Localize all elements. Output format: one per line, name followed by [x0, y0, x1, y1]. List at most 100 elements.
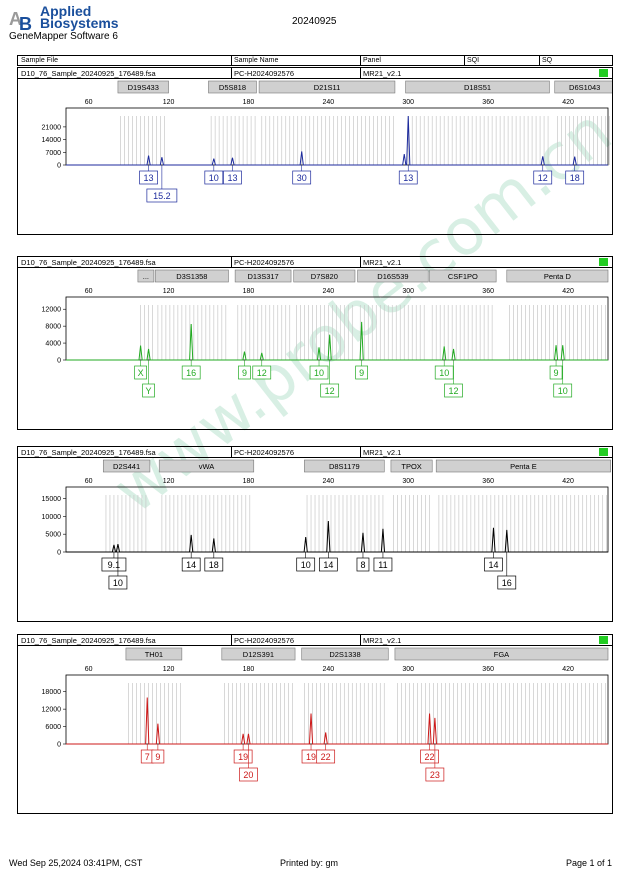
allele-call-label: 10 — [301, 560, 311, 570]
x-tick-label: 240 — [323, 288, 335, 295]
allele-call-box — [355, 365, 368, 380]
marker-FGA — [394, 647, 609, 661]
allele-call-box — [373, 557, 393, 572]
allele-call-box — [425, 767, 445, 782]
y-tick-label: 0 — [57, 358, 61, 365]
allele-call-box — [444, 383, 463, 398]
allele-call-label: 16 — [502, 578, 512, 588]
x-tick-label: 360 — [482, 99, 494, 106]
x-tick-label: 180 — [243, 478, 255, 485]
allele-call-box — [320, 383, 340, 398]
marker-label: D2S441 — [113, 462, 140, 471]
y-tick-label: 10000 — [42, 514, 62, 521]
electropherogram-panel-black: D10_76_Sample_20240925_176489.fsa PC-H20… — [17, 446, 613, 622]
marker-TPOX — [390, 459, 433, 473]
x-tick-label: 300 — [402, 99, 414, 106]
allele-call-box — [134, 365, 147, 380]
allele-call-label: 9 — [359, 368, 364, 378]
marker-D2S1338 — [301, 647, 389, 661]
marker-TH01 — [125, 647, 183, 661]
y-tick-label: 18000 — [42, 689, 62, 696]
sq-status-indicator — [599, 448, 608, 456]
allele-call-box — [139, 170, 158, 185]
marker-D18S51 — [405, 80, 550, 94]
y-tick-label: 6000 — [45, 724, 61, 731]
column-header-row: Sample File Sample Name Panel SQI SQ — [17, 55, 613, 66]
x-tick-label: 420 — [562, 288, 574, 295]
x-tick-label: 300 — [402, 288, 414, 295]
allele-call-box — [238, 365, 251, 380]
allele-call-box — [316, 749, 336, 764]
marker-D13S317 — [234, 269, 292, 283]
panel-name: MR21_v2.1 — [363, 448, 402, 457]
x-tick-label: 60 — [85, 666, 93, 673]
electropherogram-red: TH01 D12S391 D2S1338 FGA 60 120 180 240 300 360 42… — [42, 647, 609, 782]
x-tick-label: 120 — [163, 99, 175, 106]
x-tick-label: 240 — [323, 666, 335, 673]
marker-Penta D — [506, 269, 609, 283]
allele-call-label: 18 — [570, 173, 580, 183]
allele-call-box — [398, 170, 418, 185]
allele-call-label: 14 — [186, 560, 196, 570]
allele-call-box — [223, 170, 242, 185]
allele-call-label: Y — [146, 386, 152, 396]
svg-text:B: B — [19, 14, 32, 33]
x-tick-label: 240 — [323, 99, 335, 106]
col-sqi: SQI — [467, 57, 480, 64]
marker-D3S1358 — [154, 269, 229, 283]
allele-call-label: 13 — [403, 173, 413, 183]
sample-file: D10_76_Sample_20240925_176489.fsa — [21, 69, 156, 78]
marker-D8S1179 — [304, 459, 385, 473]
marker-label: FGA — [494, 650, 509, 659]
svg-text:A: A — [9, 9, 22, 29]
x-tick-label: 360 — [482, 666, 494, 673]
brand-line1: Applied — [40, 3, 92, 19]
allele-call-box — [181, 365, 201, 380]
allele-call-box — [497, 575, 517, 590]
sample-info-row: D10_76_Sample_20240925_176489.fsa PC-H20… — [18, 68, 612, 79]
marker-label: D19S433 — [128, 83, 159, 92]
allele-call-label: 10 — [209, 173, 219, 183]
x-tick-label: 60 — [85, 288, 93, 295]
marker-label: D7S820 — [311, 272, 338, 281]
sample-file: D10_76_Sample_20240925_176489.fsa — [21, 258, 156, 267]
allele-call-label: 7 — [145, 752, 150, 762]
panel-name: MR21_v2.1 — [363, 636, 402, 645]
y-tick-label: 0 — [57, 742, 61, 749]
sample-file: D10_76_Sample_20240925_176489.fsa — [21, 448, 156, 457]
allele-call-label: 11 — [378, 560, 387, 570]
marker-label: D5S818 — [219, 83, 246, 92]
allele-call-label: 10 — [113, 578, 123, 588]
allele-call-label: X — [138, 368, 144, 378]
allele-call-label: 23 — [430, 770, 440, 780]
allele-call-label: 20 — [243, 770, 253, 780]
allele-call-box — [151, 749, 165, 764]
marker-label: D18S51 — [464, 83, 491, 92]
marker-D19S433 — [117, 80, 169, 94]
allele-call-label: 13 — [144, 173, 154, 183]
allele-call-label: 9 — [554, 368, 559, 378]
marker-label: D3S1358 — [176, 272, 207, 281]
x-tick-label: 180 — [243, 666, 255, 673]
marker-D21S11 — [258, 80, 396, 94]
sample-file: D10_76_Sample_20240925_176489.fsa — [21, 636, 156, 645]
col-panel: Panel — [363, 57, 381, 64]
sq-status-indicator — [599, 636, 608, 644]
col-sample-file: Sample File — [21, 57, 58, 64]
x-tick-label: 300 — [402, 666, 414, 673]
allele-call-box — [108, 575, 128, 590]
marker-D2S441 — [102, 459, 151, 473]
brand-name: Applied Biosystems — [40, 3, 119, 30]
y-tick-label: 12000 — [42, 707, 62, 714]
sample-name: PC-H2024092576 — [234, 258, 295, 267]
x-tick-label: 420 — [562, 666, 574, 673]
allele-call-label: 9 — [155, 752, 160, 762]
software-name: GeneMapper Software 6 — [9, 31, 118, 42]
sample-name: PC-H2024092576 — [234, 69, 295, 78]
marker-label: ... — [143, 272, 149, 281]
marker-label: D21S11 — [314, 83, 341, 92]
trace-green — [66, 321, 608, 361]
allele-call-label: 14 — [488, 560, 498, 570]
y-tick-label: 5000 — [45, 532, 61, 539]
allele-call-label: 9.1 — [108, 560, 121, 570]
